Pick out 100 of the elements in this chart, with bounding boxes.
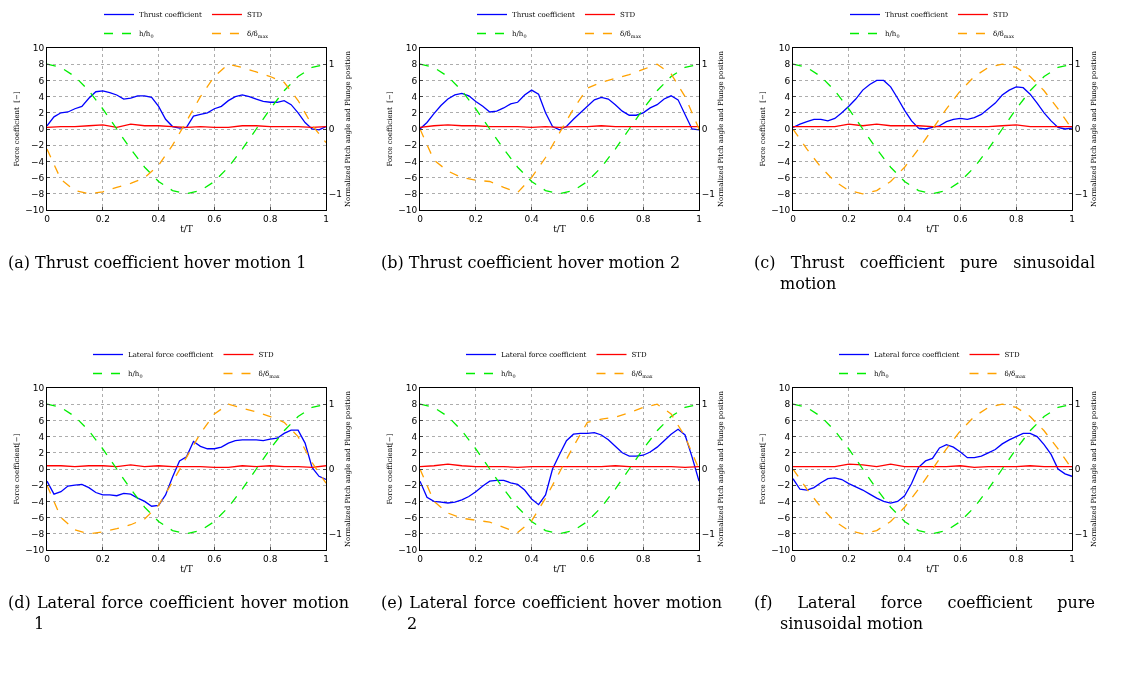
x-tick-label: 0.6 [580,213,595,224]
y2-tick-label: −1 [701,528,716,539]
y2-tick-label: −1 [701,188,716,199]
y2-tick-label: 0 [328,464,335,475]
y-tick-label: 10 [778,43,791,54]
x-tick-label: 0.4 [524,213,540,224]
x-tick-label: 0.2 [841,213,856,224]
x-tick-label: 0.8 [263,553,278,564]
y-tick-label: −10 [398,545,418,556]
y-tick-label: 0 [38,124,45,135]
text: (f) Lateral force coefficient pure sinusoidal motion [754,592,1095,634]
y-tick-label: 0 [411,124,418,135]
y-tick-label: 2 [411,107,418,118]
y-tick-label: 8 [38,399,45,410]
text: (d) Lateral force coefficient hover motion 1 [8,592,349,634]
line-series [47,90,326,131]
x-axis-title: t/T [553,223,566,234]
line-series [420,89,699,131]
y-tick-label: 4 [411,91,418,102]
y-tick-label: 10 [778,383,791,394]
y-tick-label: −10 [398,205,418,216]
y2-tick-label: −1 [328,188,343,199]
y-tick-label: 8 [38,59,45,70]
x-tick-label: 0.8 [263,213,278,224]
y-tick-label: 0 [411,464,418,475]
y-tick-label: −6 [776,512,791,523]
x-tick-label: 0.4 [151,553,167,564]
y-tick-label: −10 [25,205,45,216]
x-tick-label: 0.2 [468,213,483,224]
y-tick-label: 10 [32,43,45,54]
y-tick-label: −8 [403,528,418,539]
y-tick-label: 4 [784,431,791,442]
y-tick-label: 4 [411,431,418,442]
y-tick-label: 2 [38,447,45,458]
x-tick-label: 0.4 [897,553,913,564]
y-tick-label: −2 [30,480,45,491]
x-tick-label: 1 [696,213,702,224]
text: (b) Thrust coefficient hover motion 2 [381,252,682,273]
y-tick-label: 6 [784,75,791,86]
line-series [793,79,1072,130]
y-tick-label: −6 [776,172,791,183]
y-tick-label: 0 [38,464,45,475]
y-tick-label: 6 [411,75,418,86]
x-tick-label: 1 [323,213,329,224]
y2-tick-label: 1 [328,59,335,70]
x-tick-label: 0.2 [95,213,110,224]
x-tick-label: 0.4 [151,213,167,224]
x-tick-label: 0.8 [1009,213,1024,224]
y-tick-label: 4 [38,91,45,102]
y-tick-label: 8 [784,59,791,70]
line-series [793,432,1072,504]
y-tick-label: −2 [403,480,418,491]
y-tick-label: −4 [403,496,418,507]
y-tick-label: 8 [411,399,418,410]
y-tick-label: 8 [784,399,791,410]
text: (c) Thrust coefficient pure sinusoidal motion [754,252,1095,294]
y-tick-label: −4 [776,156,791,167]
y2-tick-label: 1 [701,399,708,410]
y-tick-label: −4 [30,496,45,507]
x-axis-title: t/T [926,223,939,234]
y2-tick-label: −1 [328,528,343,539]
y-tick-label: −6 [30,172,45,183]
y-tick-label: −10 [771,205,791,216]
x-axis-title: t/T [553,563,566,574]
y-tick-label: 10 [405,43,418,54]
y2-tick-label: 0 [328,124,335,135]
x-axis-title: t/T [180,563,193,574]
y-tick-label: 2 [784,447,791,458]
y2-tick-label: 0 [1074,464,1081,475]
x-tick-label: 1 [1069,553,1075,564]
x-axis-title: t/T [180,223,193,234]
y-tick-label: 4 [784,91,791,102]
y-tick-label: −8 [30,188,45,199]
y-tick-label: −2 [776,140,791,151]
y-tick-label: −4 [30,156,45,167]
y2-tick-label: 0 [701,464,708,475]
y2-tick-label: 0 [1074,124,1081,135]
y2-tick-label: −1 [1074,188,1089,199]
x-tick-label: 1 [1069,213,1075,224]
x-tick-label: 0.2 [841,553,856,564]
x-tick-label: 0.2 [468,553,483,564]
line-series [420,428,699,506]
y-tick-label: −4 [776,496,791,507]
y-tick-label: −8 [776,188,791,199]
y-tick-label: 6 [38,75,45,86]
x-tick-label: 0.8 [636,553,651,564]
x-tick-label: 0.8 [636,213,651,224]
text: (a) Thrust coefficient hover motion 1 [8,252,308,273]
x-tick-label: 0.6 [207,213,222,224]
y-tick-label: 2 [784,107,791,118]
x-tick-label: 0.8 [1009,553,1024,564]
x-tick-label: 0.6 [953,553,968,564]
y-tick-label: 4 [38,431,45,442]
x-tick-label: 0.4 [524,553,540,564]
y-tick-label: 6 [38,415,45,426]
text: (e) Lateral force coefficient hover motion 2 [381,592,722,634]
y-tick-label: −8 [30,528,45,539]
y-tick-label: −10 [771,545,791,556]
x-tick-label: 0.4 [897,213,913,224]
x-tick-label: 1 [696,553,702,564]
